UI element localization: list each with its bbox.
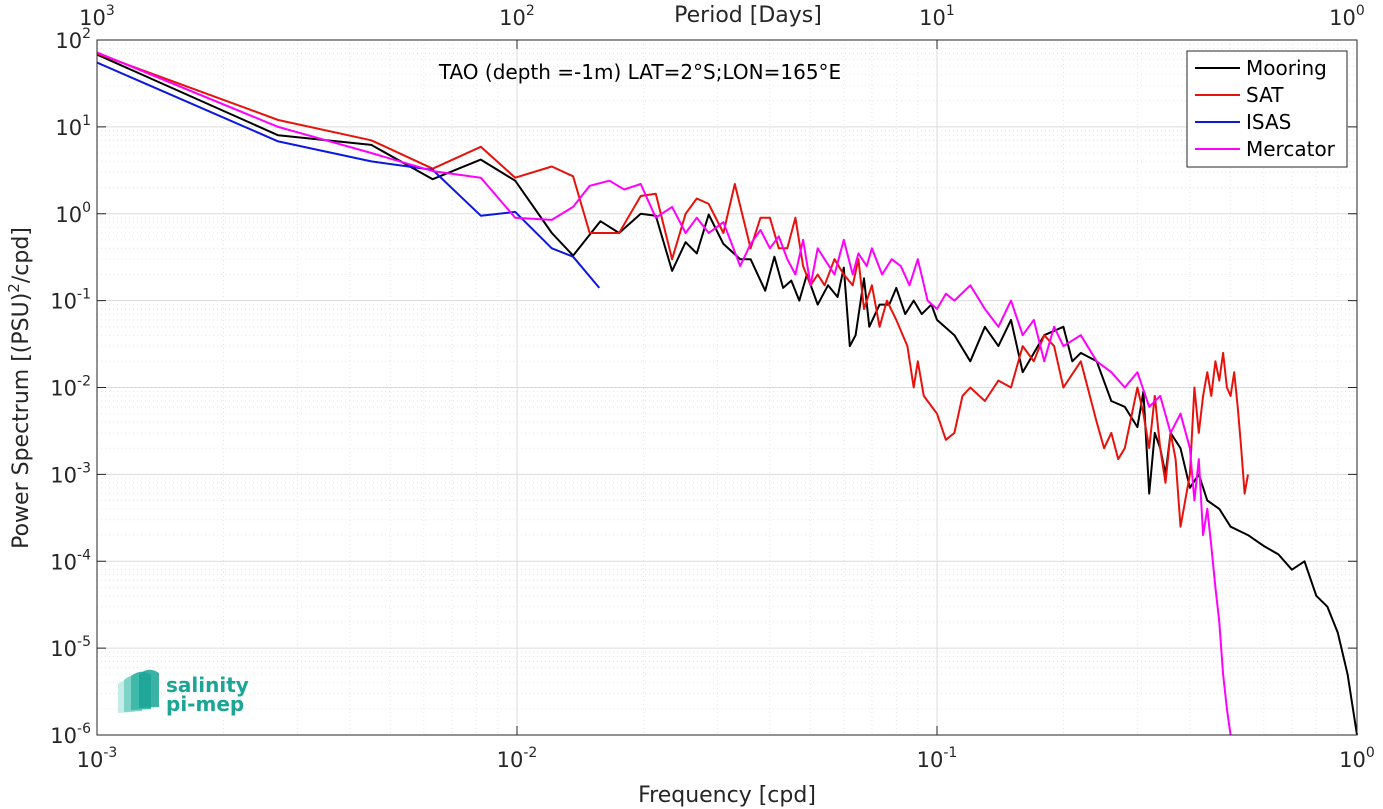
legend-box bbox=[1186, 50, 1348, 168]
x-axis-label: Frequency [cpd] bbox=[638, 783, 816, 808]
y-tick-label: 101 bbox=[55, 113, 91, 140]
y-tick-label: 10-3 bbox=[50, 460, 91, 487]
y-tick-label: 10-5 bbox=[50, 634, 91, 661]
legend-label-isas: ISAS bbox=[1246, 110, 1291, 134]
y-tick-label: 102 bbox=[55, 26, 91, 53]
logo-line1: salinity bbox=[166, 673, 249, 697]
chart-title: TAO (depth =-1m) LAT=2°S;LON=165°E bbox=[438, 60, 841, 84]
series-layer bbox=[96, 51, 1358, 736]
wave-logo-icon bbox=[118, 669, 159, 713]
y-tick-label: 10-1 bbox=[50, 287, 91, 314]
y-axis-label-sup: 2 bbox=[5, 283, 23, 293]
logo-line2: pi-mep bbox=[166, 692, 244, 716]
top-tick-label: 101 bbox=[919, 3, 955, 30]
legend-label-mooring: Mooring bbox=[1246, 56, 1327, 80]
series-line-mooring bbox=[96, 53, 1358, 736]
x-tick-label: 10-1 bbox=[917, 745, 958, 772]
y-axis-label-post: /cpd] bbox=[9, 227, 34, 283]
y-axis-label-pre: Power Spectrum [(PSU) bbox=[9, 293, 34, 549]
legend-label-sat: SAT bbox=[1246, 83, 1284, 107]
top-axis-label: Period [Days] bbox=[674, 3, 822, 28]
legend-label-mercator: Mercator bbox=[1246, 137, 1336, 161]
y-tick-label: 10-6 bbox=[50, 721, 91, 748]
legend: Mooring SAT ISAS Mercator bbox=[1186, 50, 1348, 168]
y-tick-label: 100 bbox=[55, 200, 91, 227]
axis-ticks: 10-3 103 10-2 102 10-1 101 100 100 10-6 10-5 10-4 1… bbox=[50, 3, 1375, 772]
top-tick-label: 102 bbox=[499, 3, 535, 30]
x-tick-label: 100 bbox=[1339, 745, 1375, 772]
x-tick-label: 10-2 bbox=[497, 745, 538, 772]
series-line-sat bbox=[96, 52, 1249, 528]
legend-items: Mooring SAT ISAS Mercator bbox=[1195, 56, 1336, 161]
series-line-mercator bbox=[96, 51, 1232, 736]
top-tick-label: 100 bbox=[1329, 3, 1365, 30]
y-tick-label: 10-4 bbox=[50, 547, 91, 574]
salinity-pi-mep-logo: salinity pi-mep bbox=[118, 669, 249, 716]
y-tick-label: 10-2 bbox=[50, 374, 91, 401]
top-tick-label: 103 bbox=[79, 3, 115, 30]
grid-lines bbox=[96, 39, 1358, 736]
x-tick-label: 10-3 bbox=[77, 745, 118, 772]
series-line-isas bbox=[96, 61, 601, 289]
y-axis-label: Power Spectrum [(PSU)2/cpd] bbox=[5, 227, 34, 549]
